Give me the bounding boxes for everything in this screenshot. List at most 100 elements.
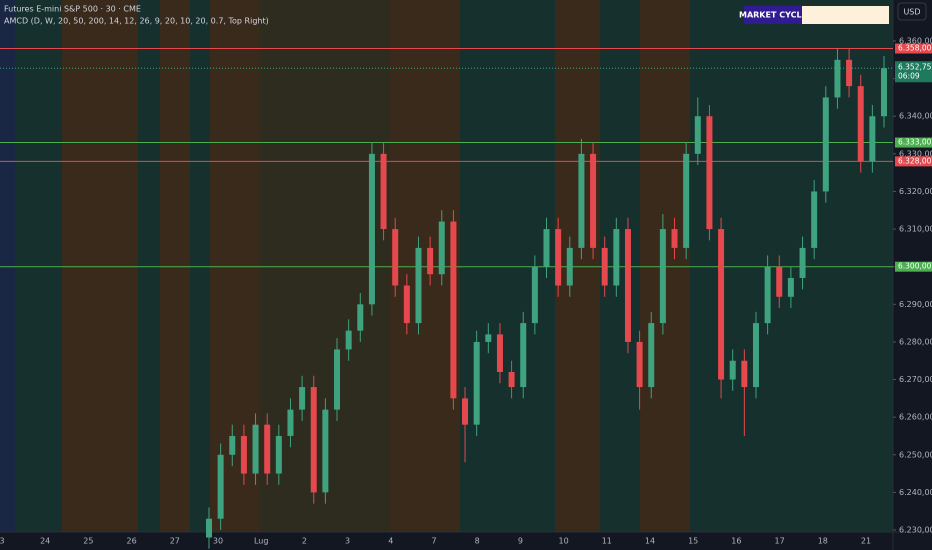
candle-body [438, 221, 445, 275]
candle-body [718, 229, 725, 380]
candle-body [578, 153, 585, 248]
candle-body [822, 97, 829, 192]
y-tick-label: 6.240,00 [899, 488, 932, 497]
candle-body [683, 153, 690, 248]
x-tick-label: 14 [645, 537, 655, 546]
x-tick-label: 9 [518, 537, 523, 546]
x-tick-label: 2 [302, 537, 307, 546]
candle-body [427, 247, 434, 275]
x-tick-label: 11 [602, 537, 612, 546]
candle-body [357, 304, 364, 331]
candle-body [415, 247, 422, 324]
cycle-band [555, 0, 600, 532]
candle-body [392, 229, 399, 286]
candle-body [671, 229, 678, 248]
candle-body [834, 59, 841, 98]
candle-body [869, 116, 876, 162]
x-tick-label: 15 [688, 537, 698, 546]
candle-body [252, 424, 259, 474]
y-tick-label: 6.330,00 [899, 149, 932, 158]
candle-body [334, 349, 341, 410]
y-tick-label: 6.230,00 [899, 526, 932, 535]
y-tick-label: 6.310,00 [899, 225, 932, 234]
x-tick-label: 16 [731, 537, 741, 546]
candle-body [648, 323, 655, 388]
candle-body [694, 116, 701, 154]
level-label: 6.333,00 [898, 138, 932, 147]
candle-body [729, 360, 736, 380]
x-tick-label: 24 [40, 537, 50, 546]
candle-body [299, 387, 306, 410]
cycle-band [138, 0, 160, 532]
indicator-label: AMCD (D, W, 20, 50, 200, 14, 12, 26, 9, … [4, 17, 269, 26]
x-tick-label: 17 [775, 537, 785, 546]
y-tick-label: 6.360,00 [899, 37, 932, 46]
x-tick-label: 3 [345, 537, 350, 546]
level-tag [895, 156, 932, 167]
candle-body [275, 435, 282, 474]
chart-title: Futures E-mini S&P 500 · 30 · CME [4, 5, 141, 14]
x-tick-label: 8 [475, 537, 480, 546]
candle-body [555, 229, 562, 286]
candle-body [368, 153, 375, 305]
cycle-band [62, 0, 138, 532]
candle-body [881, 68, 887, 117]
candle-body [857, 86, 864, 162]
candle-body [764, 266, 771, 324]
candle-body [229, 435, 236, 455]
cycle-badge [744, 6, 802, 24]
y-tick-label: 6.280,00 [899, 337, 932, 346]
level-tag [895, 137, 932, 148]
candle-body [811, 191, 818, 248]
countdown: 06:09 [898, 71, 920, 80]
candle-body [601, 247, 608, 286]
x-tick-label: 25 [83, 537, 93, 546]
candle-body [485, 334, 492, 342]
cycle-band [160, 0, 190, 532]
candle-body [508, 372, 515, 388]
candle-body [217, 454, 224, 519]
x-tick-label: 21 [861, 537, 871, 546]
x-tick-label: 27 [170, 537, 180, 546]
level-label: 6.328,00 [898, 156, 932, 165]
candle-body [380, 153, 387, 230]
candle-body [403, 285, 410, 324]
candle-body [752, 323, 759, 388]
currency: USD [903, 8, 920, 17]
y-tick-label: 6.320,00 [899, 187, 932, 196]
last-price-label: 6.352,75 [898, 62, 932, 71]
candle-body [520, 323, 527, 388]
candle-body [462, 398, 469, 425]
x-tick-label: 7 [431, 537, 436, 546]
y-tick-label: 6.250,00 [899, 450, 932, 459]
y-tick-label: 6.340,00 [899, 112, 932, 121]
level-label: 6.358,00 [898, 44, 932, 53]
level-tag [895, 261, 932, 272]
candle-body [799, 247, 806, 278]
candle-body [206, 518, 212, 538]
candle-body [264, 424, 271, 474]
candle-body [776, 266, 783, 297]
candle-body [473, 341, 480, 425]
candle-body [659, 229, 666, 324]
y-tick-label: 6.290,00 [899, 300, 932, 309]
candle-body [287, 409, 294, 436]
candle-body [566, 247, 573, 286]
candle-body [310, 387, 317, 493]
cycle-band [190, 0, 210, 532]
y-tick-label: 6.270,00 [899, 375, 932, 384]
x-tick-label: 30 [213, 537, 223, 546]
candle-body [613, 229, 620, 286]
last-price-tag [895, 61, 932, 83]
candle-body [636, 341, 643, 388]
level-label: 6.300,00 [898, 262, 932, 271]
x-tick-label: 3 [0, 537, 5, 546]
x-tick-label: 26 [127, 537, 137, 546]
candle-body [450, 221, 457, 399]
y-tick-label: 6.260,00 [899, 413, 932, 422]
cycle-box [802, 6, 889, 24]
candle-body [345, 330, 352, 350]
candle-body [624, 229, 631, 342]
